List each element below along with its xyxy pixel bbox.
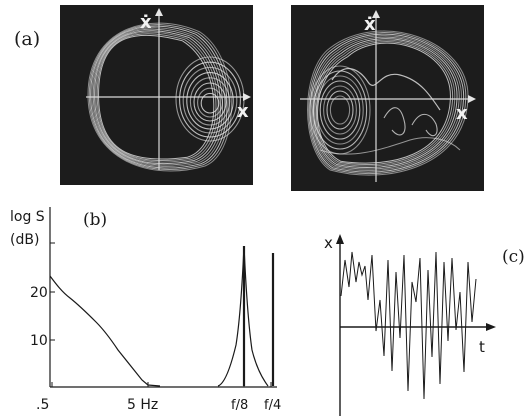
panel-c-y-arrow (336, 234, 344, 244)
right-left-coil (326, 90, 354, 130)
right-y-axis-label: ẋ (364, 14, 376, 35)
left-x-arrow (243, 93, 251, 101)
left-outer-loop (87, 22, 232, 172)
left-x-axis-label: x (237, 101, 249, 122)
left-outer-loop (94, 30, 221, 164)
left-outer-loop (98, 34, 215, 160)
left-inner-spiral (193, 82, 227, 122)
panel-c-timeseries: (c) x t (324, 234, 525, 416)
left-inner-spiral (197, 87, 223, 118)
left-y-arrow (155, 8, 163, 16)
panel-b-ytick-label-10: 10 (30, 333, 48, 349)
left-inner-spiral (200, 92, 220, 114)
right-strand (331, 68, 441, 111)
right-outer-loop (314, 39, 456, 167)
panel-b-xtick-label-f8: f/8 (231, 398, 248, 413)
left-outer-loop (91, 27, 226, 167)
right-attractor-traces (307, 30, 469, 176)
panel-c-signal (340, 251, 477, 400)
left-inner-spiral (186, 72, 234, 130)
right-left-coil (319, 80, 361, 140)
right-outer-loop (312, 36, 460, 170)
panel-c-x-arrow (486, 323, 496, 331)
left-outer-loop (95, 31, 219, 163)
right-small-loop (411, 113, 438, 137)
left-outer-loop (96, 33, 217, 162)
phase-portrait-right: x ẋ (291, 5, 484, 191)
right-small-loop (383, 107, 406, 136)
panel-c-label: (c) (502, 247, 525, 267)
panel-b-spectrum-trace (49, 275, 161, 387)
right-outer-loop (310, 35, 462, 172)
panel-b-ylabel-line1: log S (10, 209, 45, 225)
right-outer-loop (317, 42, 451, 164)
panel-b-label: (b) (83, 210, 107, 230)
right-y-arrow (372, 10, 380, 18)
panel-c-y-axis-label: x (324, 234, 333, 252)
right-outer-loop (308, 32, 467, 175)
right-x-axis-label: x (456, 103, 468, 124)
right-left-coil (323, 85, 357, 135)
left-inner-spiral (189, 77, 231, 126)
panel-c-x-axis-label: t (479, 338, 485, 356)
right-left-coil (316, 75, 364, 145)
left-outer-loop (90, 25, 228, 169)
right-x-arrow (468, 95, 476, 103)
panel-b-ylabel-line2: (dB) (10, 232, 39, 248)
left-inner-spiral (182, 66, 238, 134)
right-left-coil (329, 95, 351, 125)
left-inner-spiral (179, 61, 241, 138)
panel-b-ytick-label-20: 20 (30, 285, 48, 301)
panel-b-xtick-label-5hz: 5 Hz (127, 397, 158, 413)
right-outer-loop (307, 30, 469, 176)
left-y-axis-label: ẋ (140, 12, 152, 33)
phase-portrait-left: x ẋ (60, 5, 253, 185)
panel-b-spectrum: log S (dB) (b) 20 10 .5 5 Hz f/8 f/4 (10, 207, 281, 413)
panel-b-xtick-label-f4: f/4 (264, 398, 281, 413)
panel-b-xtick-label-05: .5 (36, 397, 49, 413)
panel-a-label: (a) (14, 28, 40, 50)
right-strand (319, 137, 461, 155)
